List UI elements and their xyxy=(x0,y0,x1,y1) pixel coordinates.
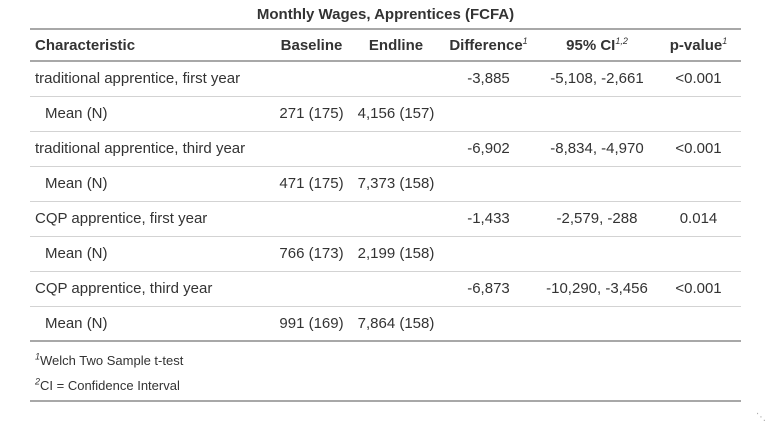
resize-grip-icon[interactable]: ⋱ xyxy=(756,412,766,423)
cell-pvalue xyxy=(656,306,741,342)
footnote-text: Welch Two Sample t-test xyxy=(40,353,184,368)
footnote-text: CI = Confidence Interval xyxy=(40,378,180,393)
bottom-rule xyxy=(30,400,741,402)
cell-baseline: 471 (175) xyxy=(270,166,353,202)
footnote-marker: 1 xyxy=(35,351,41,362)
cell-endline xyxy=(353,271,439,307)
cell-ci xyxy=(538,96,656,132)
cell-pvalue: <0.001 xyxy=(656,271,741,307)
header-row: Characteristic Baseline Endline Differen… xyxy=(30,28,741,62)
cell-endline: 2,199 (158) xyxy=(353,236,439,272)
cell-pvalue: 0.014 xyxy=(656,201,741,237)
footnote-marker: 1,2 xyxy=(615,35,628,46)
cell-ci xyxy=(538,306,656,342)
cell-difference xyxy=(439,236,538,272)
cell-endline: 7,373 (158) xyxy=(353,166,439,202)
footnote-marker: 2 xyxy=(35,376,41,387)
row-label: Mean (N) xyxy=(30,306,270,342)
table-row: Mean (N) 271 (175) 4,156 (157) xyxy=(30,96,741,132)
table-row: CQP apprentice, first year -1,433 -2,579… xyxy=(30,201,741,237)
table-row: Mean (N) 766 (173) 2,199 (158) xyxy=(30,236,741,272)
cell-difference xyxy=(439,306,538,342)
cell-difference: -6,902 xyxy=(439,131,538,167)
table-footnotes: 1Welch Two Sample t-test 2CI = Confidenc… xyxy=(30,342,741,398)
cell-difference: -3,885 xyxy=(439,61,538,97)
cell-difference: -6,873 xyxy=(439,271,538,307)
header-pvalue: p-value1 xyxy=(656,28,741,62)
row-label: Mean (N) xyxy=(30,236,270,272)
table-title: Monthly Wages, Apprentices (FCFA) xyxy=(256,6,515,23)
cell-endline xyxy=(353,201,439,237)
cell-pvalue xyxy=(656,236,741,272)
row-label: traditional apprentice, first year xyxy=(30,61,270,97)
cell-baseline: 271 (175) xyxy=(270,96,353,132)
row-label: Mean (N) xyxy=(30,96,270,132)
cell-difference xyxy=(439,96,538,132)
row-label: CQP apprentice, third year xyxy=(30,271,270,307)
table-row: CQP apprentice, third year -6,873 -10,29… xyxy=(30,271,741,307)
cell-ci: -2,579, -288 xyxy=(538,201,656,237)
header-difference: Difference1 xyxy=(439,28,538,62)
footnote-marker: 1 xyxy=(722,35,728,46)
footnote: 1Welch Two Sample t-test xyxy=(35,348,741,373)
row-label: traditional apprentice, third year xyxy=(30,131,270,167)
cell-endline xyxy=(353,61,439,97)
footnote: 2CI = Confidence Interval xyxy=(35,373,741,398)
cell-baseline xyxy=(270,131,353,167)
cell-ci xyxy=(538,236,656,272)
row-label: Mean (N) xyxy=(30,166,270,202)
cell-pvalue xyxy=(656,96,741,132)
header-ci: 95% CI1,2 xyxy=(538,28,656,62)
cell-ci: -5,108, -2,661 xyxy=(538,61,656,97)
header-endline: Endline xyxy=(353,28,439,62)
cell-endline: 7,864 (158) xyxy=(353,306,439,342)
footnote-marker: 1 xyxy=(522,35,528,46)
cell-baseline xyxy=(270,61,353,97)
cell-ci: -8,834, -4,970 xyxy=(538,131,656,167)
cell-endline: 4,156 (157) xyxy=(353,96,439,132)
cell-ci: -10,290, -3,456 xyxy=(538,271,656,307)
cell-pvalue xyxy=(656,166,741,202)
wages-table: Characteristic Baseline Endline Differen… xyxy=(30,28,741,342)
cell-difference xyxy=(439,166,538,202)
cell-pvalue: <0.001 xyxy=(656,131,741,167)
wages-table-container: Monthly Wages, Apprentices (FCFA) Charac… xyxy=(30,0,741,402)
table-row: traditional apprentice, first year -3,88… xyxy=(30,61,741,97)
header-characteristic: Characteristic xyxy=(30,28,270,62)
cell-endline xyxy=(353,131,439,167)
cell-baseline: 766 (173) xyxy=(270,236,353,272)
header-baseline: Baseline xyxy=(270,28,353,62)
cell-baseline xyxy=(270,271,353,307)
table-row: traditional apprentice, third year -6,90… xyxy=(30,131,741,167)
table-row: Mean (N) 991 (169) 7,864 (158) xyxy=(30,306,741,342)
cell-baseline xyxy=(270,201,353,237)
cell-ci xyxy=(538,166,656,202)
row-label: CQP apprentice, first year xyxy=(30,201,270,237)
cell-baseline: 991 (169) xyxy=(270,306,353,342)
table-row: Mean (N) 471 (175) 7,373 (158) xyxy=(30,166,741,202)
cell-pvalue: <0.001 xyxy=(656,61,741,97)
cell-difference: -1,433 xyxy=(439,201,538,237)
